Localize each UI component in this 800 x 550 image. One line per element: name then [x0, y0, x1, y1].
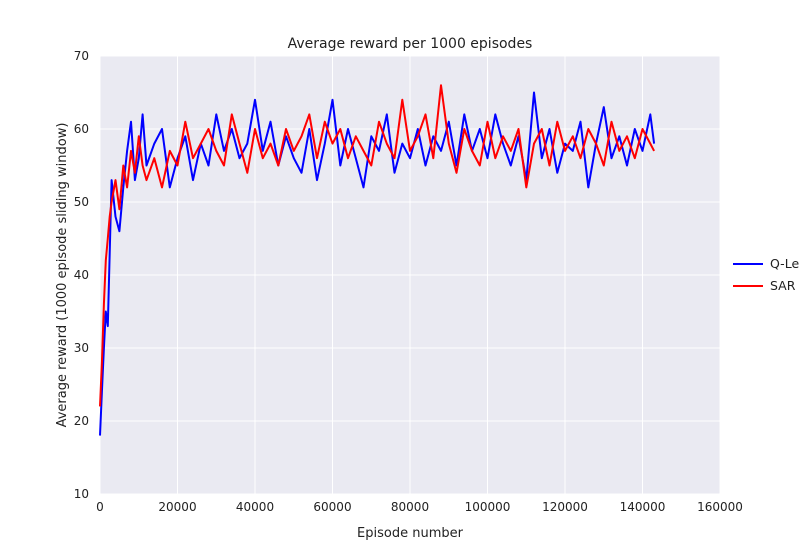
y-tick-label: 50	[74, 195, 89, 209]
x-tick-label: 40000	[236, 500, 274, 514]
y-tick-label: 10	[74, 487, 89, 501]
legend-label: SAR	[770, 278, 796, 293]
chart-title: Average reward per 1000 episodes	[288, 36, 533, 52]
series-lines	[99, 84, 656, 436]
y-tick-label: 70	[74, 49, 89, 63]
y-tick-label: 20	[74, 414, 89, 428]
x-tick-label: 160000	[697, 500, 743, 514]
x-tick-label: 120000	[542, 500, 588, 514]
x-tick-label: 20000	[158, 500, 196, 514]
y-tick-label: 60	[74, 122, 89, 136]
x-tick-label: 100000	[465, 500, 511, 514]
x-tick-label: 80000	[391, 500, 429, 514]
y-tick-label: 30	[74, 341, 89, 355]
series-line	[99, 84, 655, 407]
x-tick-label: 0	[96, 500, 104, 514]
y-axis-label: Average reward (1000 episode sliding win…	[55, 123, 70, 428]
horizontal-gridlines	[100, 55, 720, 495]
legend-label: Q-Le	[770, 256, 799, 271]
x-tick-label: 140000	[620, 500, 666, 514]
y-tick-label: 40	[74, 268, 89, 282]
y-tick-labels: 10 20 30 40 50 60 70	[74, 49, 89, 501]
legend: Q-Le SAR	[733, 256, 799, 293]
x-tick-labels: 0 20000 40000 60000 80000 100000 120000 140000 1…	[96, 500, 743, 514]
x-axis-label: Episode number	[357, 526, 464, 541]
x-tick-label: 60000	[313, 500, 351, 514]
